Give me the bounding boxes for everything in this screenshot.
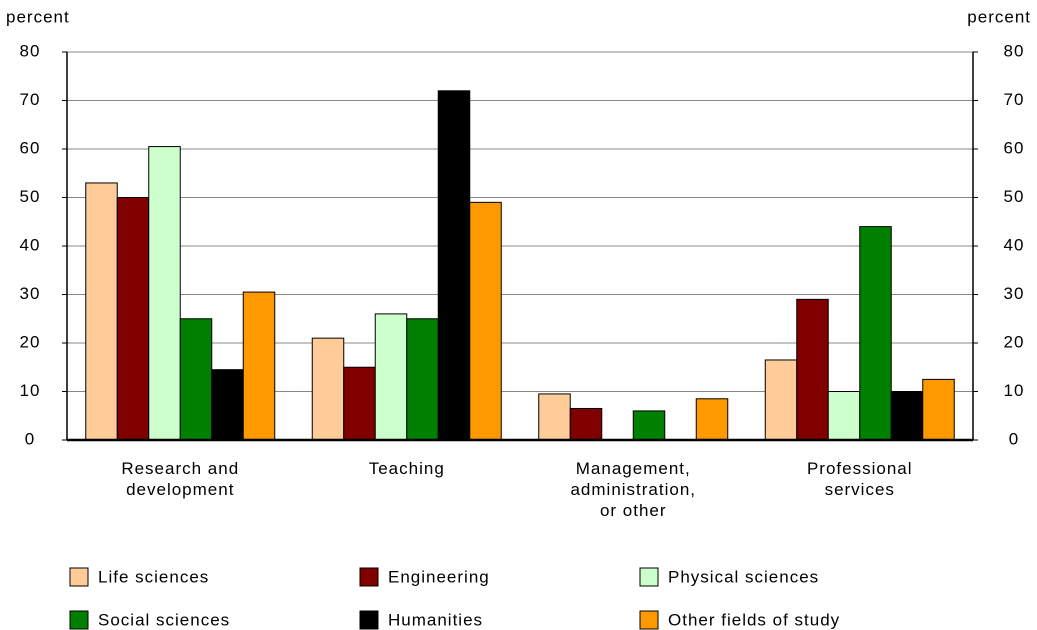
y2-tick-label: 80 — [1004, 41, 1025, 60]
legend-label: Other fields of study — [668, 610, 840, 629]
y2-tick-label: 50 — [1004, 187, 1025, 206]
bar — [764, 359, 798, 441]
bar — [569, 407, 603, 441]
bar — [859, 226, 892, 441]
x-tick-label: Teaching — [368, 459, 445, 478]
bar — [632, 410, 666, 441]
bar — [179, 318, 213, 441]
bar — [211, 369, 244, 441]
bar — [827, 391, 861, 441]
bar — [311, 337, 345, 441]
y2-tick-label: 30 — [1004, 284, 1025, 303]
bar — [538, 393, 571, 441]
legend-label: Physical sciences — [668, 567, 819, 586]
y-tick-label: 20 — [20, 332, 41, 351]
legend-swatch — [359, 610, 379, 630]
x-tick-label: Professional services — [806, 459, 913, 499]
y2-tick-label: 0 — [1009, 429, 1019, 448]
y2-tick-label: 10 — [1004, 381, 1025, 400]
y-tick-label: 80 — [20, 41, 41, 60]
y2-tick-label: 70 — [1004, 90, 1025, 109]
x-tick-label: Management, administration, or other — [570, 459, 697, 520]
legend-label: Humanities — [388, 610, 483, 629]
y2-axis-label: percent — [967, 7, 1031, 26]
bar — [695, 398, 729, 441]
bar — [469, 201, 502, 441]
bar — [796, 298, 829, 441]
legend-swatch — [69, 610, 89, 630]
y-tick-label: 10 — [20, 381, 41, 400]
bar — [343, 366, 376, 441]
y2-tick-label: 20 — [1004, 332, 1025, 351]
bar — [148, 146, 181, 441]
bar — [374, 313, 408, 441]
y2-tick-label: 40 — [1004, 235, 1025, 254]
legend-label: Social sciences — [98, 610, 230, 629]
legend-swatch — [639, 567, 659, 587]
bar — [922, 378, 955, 441]
y-tick-label: 0 — [25, 429, 35, 448]
bar — [116, 197, 150, 441]
y-tick-label: 30 — [20, 284, 41, 303]
legend-swatch — [359, 567, 379, 587]
legend-swatch — [639, 610, 659, 630]
x-tick-label: Research and development — [121, 459, 240, 499]
y-tick-label: 40 — [20, 235, 41, 254]
bar — [242, 291, 276, 441]
legend-label: Engineering — [388, 567, 490, 586]
legend-swatch — [69, 567, 89, 587]
bar — [890, 391, 924, 441]
bar — [437, 90, 471, 441]
legend-label: Life sciences — [98, 567, 209, 586]
y-tick-label: 70 — [20, 90, 41, 109]
bar — [406, 318, 439, 441]
y-axis-label: percent — [6, 7, 70, 26]
bar — [85, 182, 118, 441]
y-tick-label: 60 — [20, 138, 41, 157]
y-tick-label: 50 — [20, 187, 41, 206]
y2-tick-label: 60 — [1004, 138, 1025, 157]
